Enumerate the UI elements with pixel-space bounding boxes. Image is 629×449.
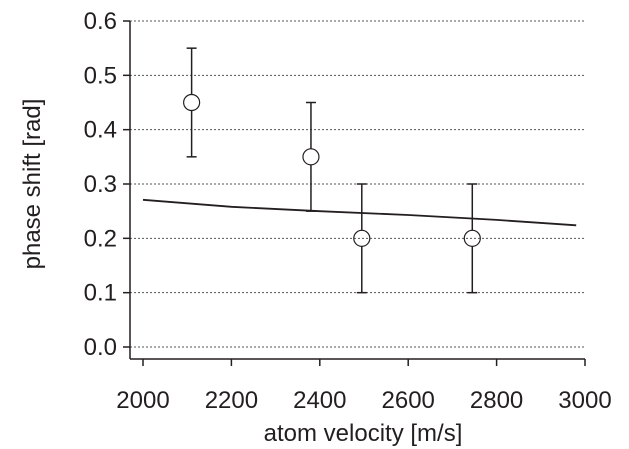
axes bbox=[129, 21, 585, 360]
open-circle-marker bbox=[183, 93, 201, 112]
open-circle-marker bbox=[353, 229, 371, 247]
data-point bbox=[183, 47, 201, 158]
data-point bbox=[353, 183, 371, 294]
y-tick-label: 0.5 bbox=[84, 62, 117, 89]
data-points bbox=[183, 47, 481, 294]
data-point bbox=[302, 101, 320, 212]
fit-curve bbox=[142, 198, 577, 227]
axis-ticks: 0.0 0.1 0.2 0.3 0.4 0.5 0.6 2000 2200 2400 2600 280… bbox=[84, 8, 612, 414]
y-tick-label: 0.3 bbox=[84, 171, 117, 198]
x-tick-label: 3000 bbox=[558, 387, 611, 414]
y-tick-label: 0.4 bbox=[84, 117, 117, 144]
x-tick-label: 2800 bbox=[470, 387, 523, 414]
y-axis-title: phase shift [rad] bbox=[19, 99, 46, 270]
y-tick-label: 0.2 bbox=[84, 225, 117, 252]
y-tick-label: 0.1 bbox=[84, 280, 117, 307]
x-tick-label: 2000 bbox=[116, 387, 169, 414]
open-circle-marker bbox=[463, 229, 481, 247]
fit-curve-group bbox=[142, 198, 577, 227]
x-axis-title: atom velocity [m/s] bbox=[264, 420, 463, 447]
data-point bbox=[463, 183, 481, 294]
x-tick-label: 2200 bbox=[205, 387, 258, 414]
open-circle-marker bbox=[302, 148, 320, 166]
x-tick-label: 2400 bbox=[293, 387, 346, 414]
y-tick-label: 0.0 bbox=[84, 334, 117, 361]
x-tick-label: 2600 bbox=[382, 387, 435, 414]
y-tick-label: 0.6 bbox=[84, 8, 117, 35]
